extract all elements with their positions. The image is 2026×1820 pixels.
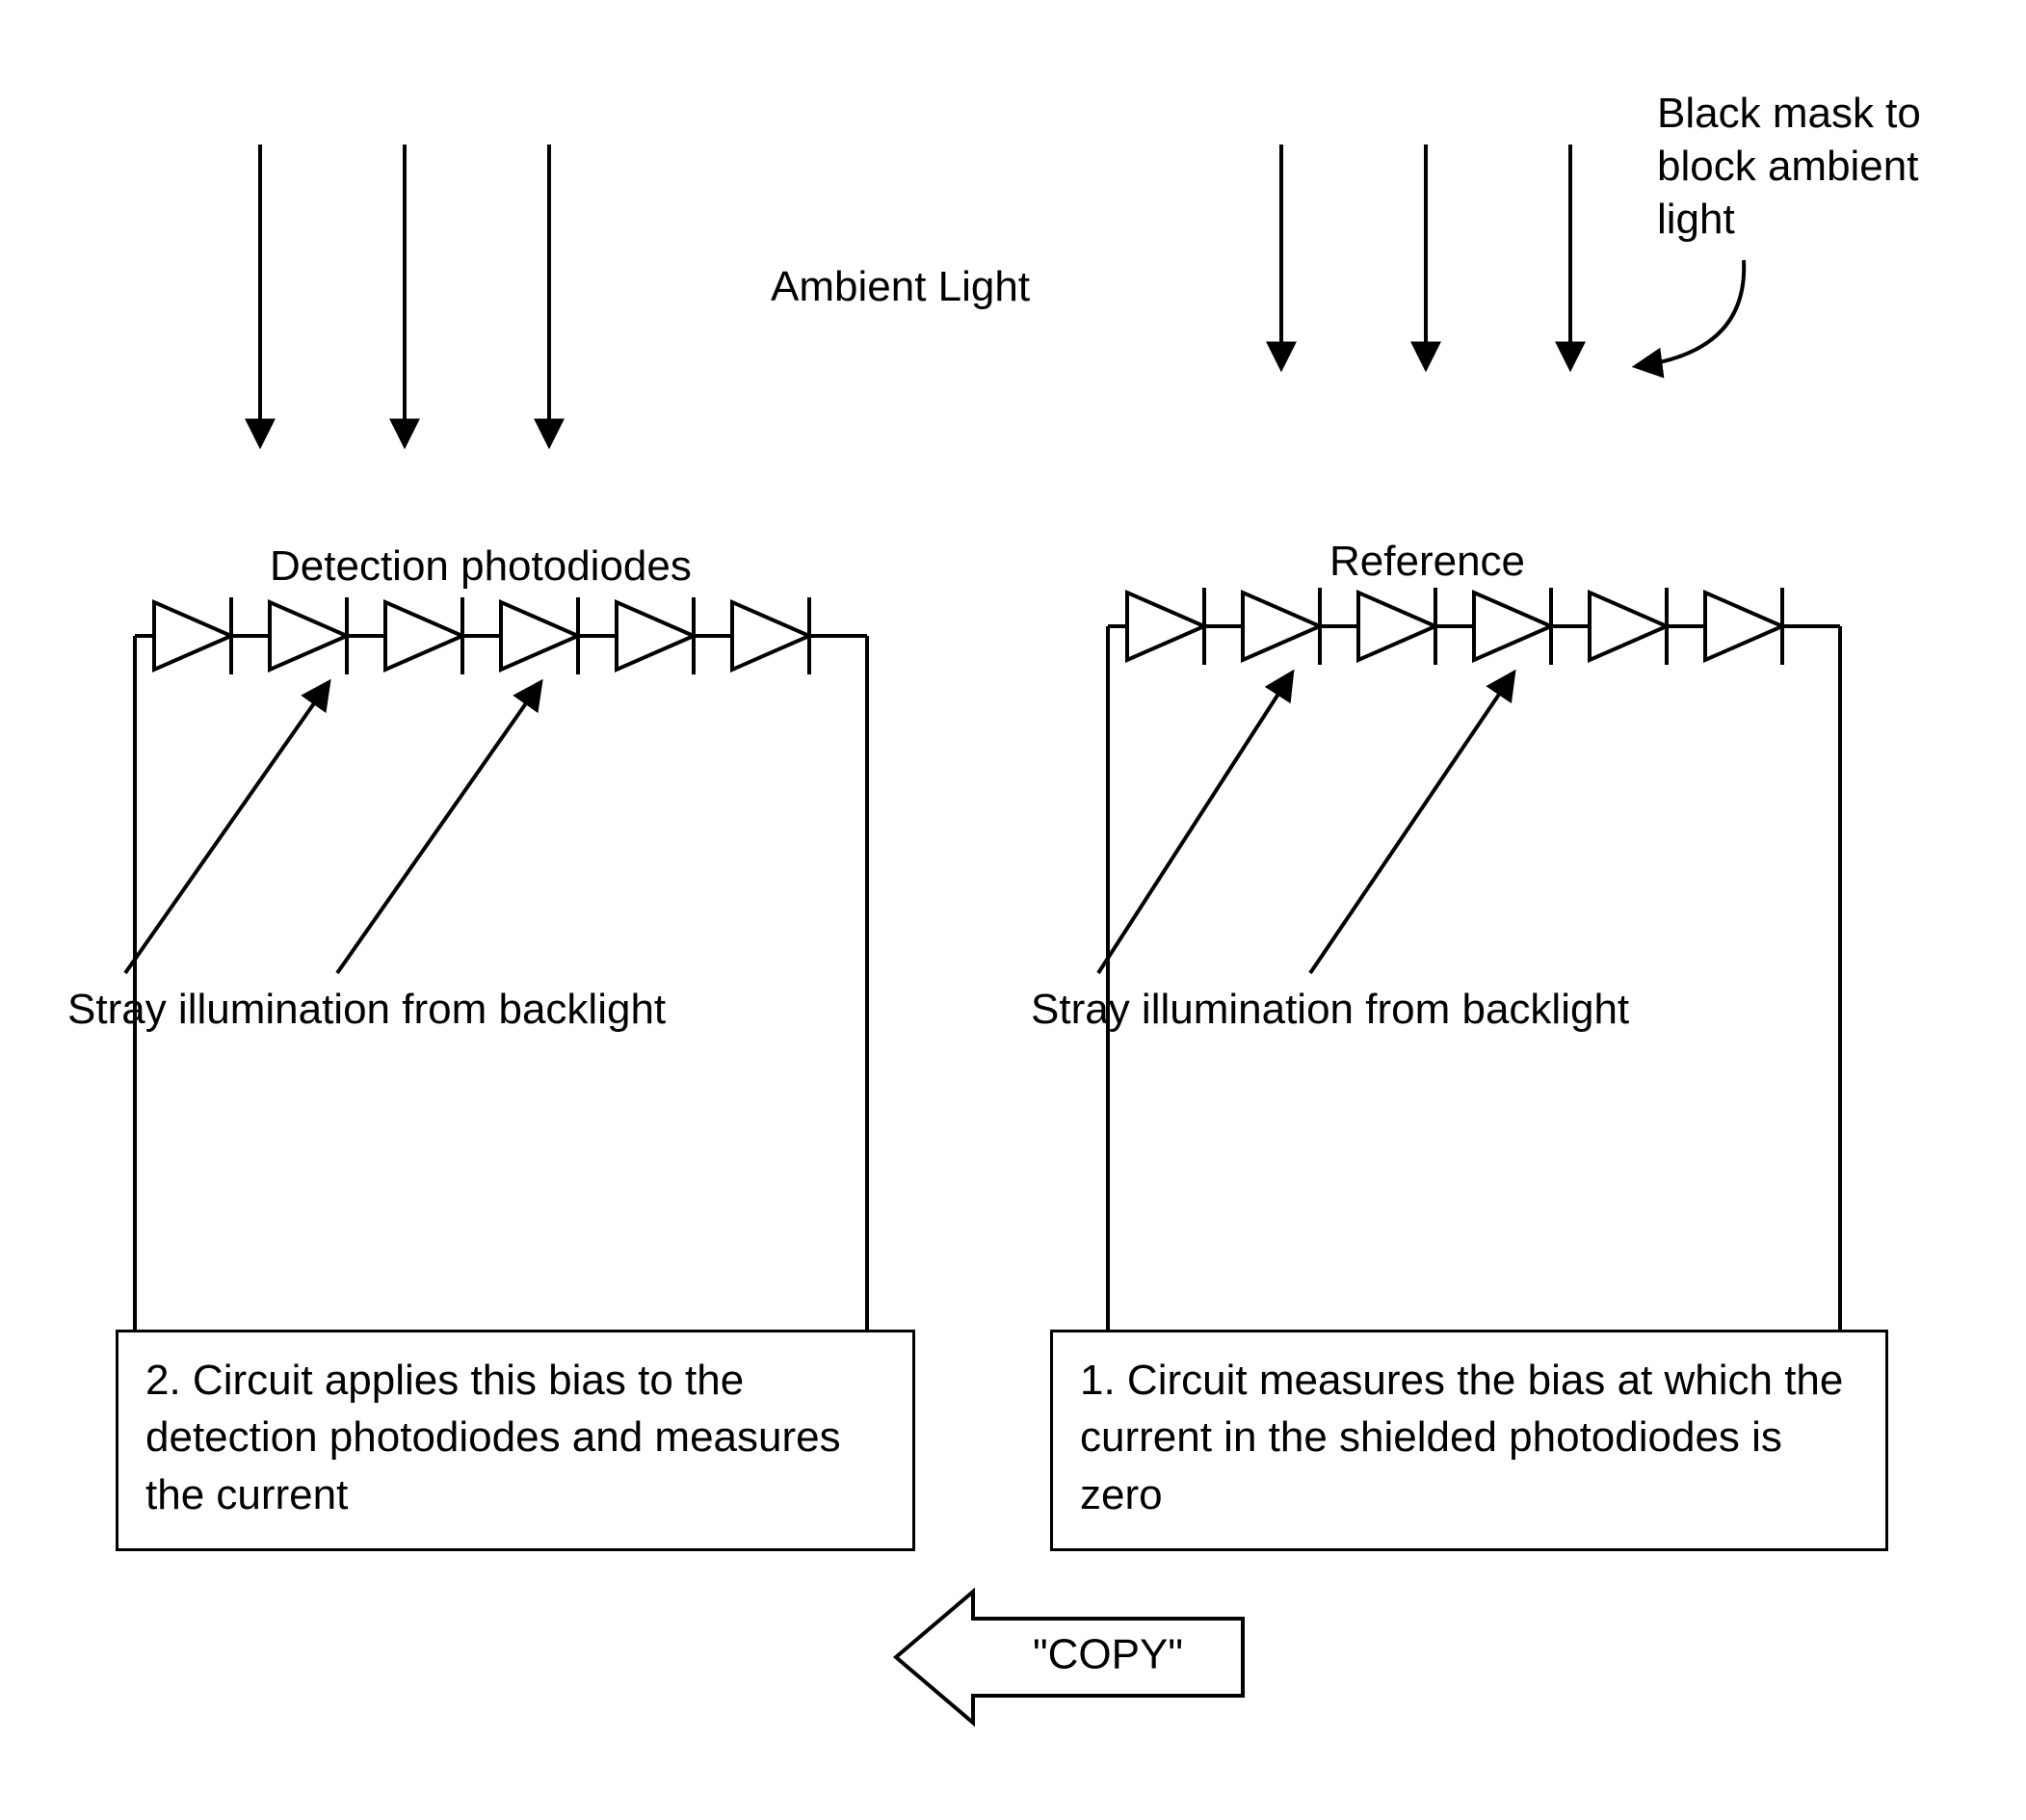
- black-mask-label: Black mask to block ambient light: [1657, 87, 1921, 246]
- reference-label: Reference: [1329, 535, 1525, 588]
- circuit-box-detection: 2. Circuit applies this bias to the dete…: [116, 1330, 915, 1551]
- diagram-canvas: Ambient Light Black mask to block ambien…: [0, 0, 2026, 1820]
- ambient-light-label: Ambient Light: [771, 260, 1030, 313]
- circuit-box-reference: 1. Circuit measures the bias at which th…: [1050, 1330, 1888, 1551]
- detection-photodiodes-label: Detection photodiodes: [270, 540, 692, 593]
- stray-illumination-right-label: Stray illumination from backlight: [1031, 983, 1629, 1036]
- stray-illumination-left-label: Stray illumination from backlight: [67, 983, 666, 1036]
- svg-text:"COPY": "COPY": [1033, 1631, 1183, 1678]
